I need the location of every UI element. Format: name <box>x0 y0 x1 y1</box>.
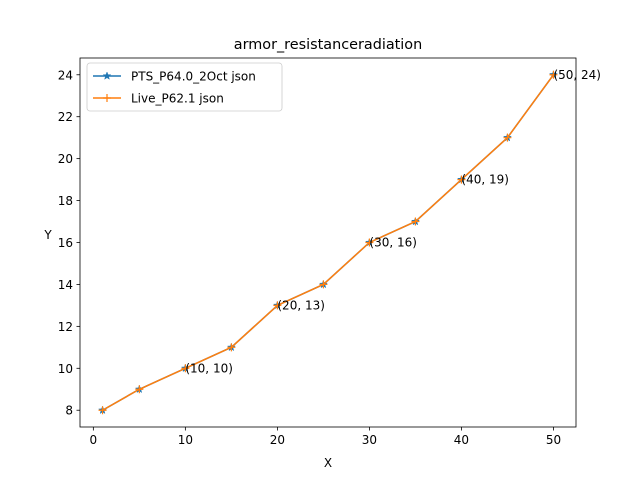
y-tick-label: 8 <box>65 404 73 418</box>
data-point <box>549 70 558 79</box>
y-tick-label: 16 <box>58 236 73 250</box>
y-axis-label: Y <box>43 228 52 242</box>
data-point <box>365 238 374 247</box>
data-point <box>135 385 144 394</box>
series-line <box>102 74 555 411</box>
x-tick-label: 10 <box>178 433 193 447</box>
y-tick-label: 22 <box>58 110 73 124</box>
legend: PTS_P64.0_2Oct json Live_P62.1 json <box>86 62 283 112</box>
chart-title: armor_resistanceradiation <box>234 37 422 53</box>
data-label: (40, 19) <box>461 173 509 187</box>
plot-area: 0 10 20 30 40 50 8 10 12 14 16 18 20 22 24 (10, 10) (20,… <box>58 57 601 447</box>
legend-label: Live_P62.1 json <box>131 92 224 106</box>
data-point <box>457 175 466 184</box>
y-tick-label: 12 <box>58 320 73 334</box>
series-line <box>102 74 555 411</box>
data-point <box>411 217 420 226</box>
legend-marker <box>103 94 111 102</box>
data-point <box>227 343 236 352</box>
data-point <box>273 301 282 310</box>
x-axis-label: X <box>324 456 332 470</box>
data-point <box>181 364 190 373</box>
y-tick-label: 20 <box>58 152 73 166</box>
data-point <box>503 133 512 142</box>
x-tick-label: 40 <box>454 433 469 447</box>
x-tick-label: 30 <box>362 433 377 447</box>
y-tick-label: 24 <box>58 68 73 82</box>
data-label: (20, 13) <box>277 298 325 312</box>
data-label: (50, 24) <box>553 68 601 82</box>
y-tick-label: 10 <box>58 362 73 376</box>
data-point <box>319 280 328 289</box>
x-tick-label: 50 <box>546 433 561 447</box>
data-label: (30, 16) <box>369 236 417 250</box>
legend-box <box>86 62 283 112</box>
legend-label: PTS_P64.0_2Oct json <box>131 70 256 84</box>
y-tick-label: 14 <box>58 278 73 292</box>
data-label: (10, 10) <box>185 361 233 375</box>
x-tick-label: 20 <box>270 433 285 447</box>
x-tick-label: 0 <box>90 433 98 447</box>
y-tick-label: 18 <box>58 194 73 208</box>
legend-marker <box>102 71 112 80</box>
axes-frame <box>79 57 577 428</box>
data-point <box>98 406 107 415</box>
